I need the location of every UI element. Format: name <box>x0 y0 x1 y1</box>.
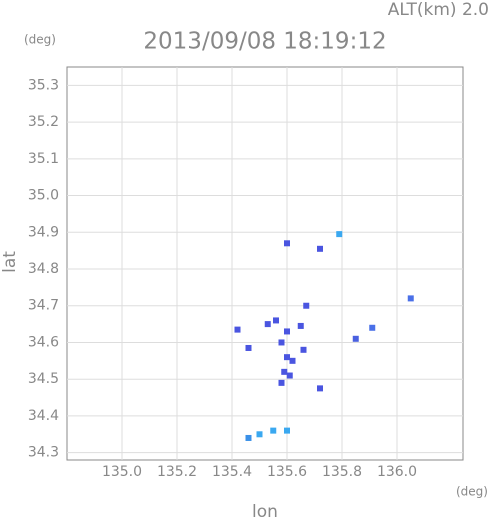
chart-title: 2013/09/08 18:19:12 <box>143 29 386 55</box>
x-tick-label: 135.4 <box>212 464 252 480</box>
subtitle: ALT(km) 2.0 <box>388 0 489 20</box>
x-tick-label: 135.6 <box>267 464 307 480</box>
point <box>281 368 288 375</box>
point <box>303 302 310 309</box>
point <box>317 245 323 252</box>
y-axis-label: lat <box>0 251 20 273</box>
y-tick-label: 35.3 <box>28 77 59 93</box>
point <box>352 335 359 342</box>
point <box>369 324 376 331</box>
y-tick-label: 34.8 <box>28 261 59 277</box>
point <box>300 346 307 353</box>
point <box>317 385 323 392</box>
point <box>264 321 271 328</box>
x-tick-label: 135.8 <box>322 464 362 480</box>
y-tick-label: 34.7 <box>28 298 59 314</box>
x-tick-label: 135.0 <box>102 464 142 480</box>
point <box>336 231 343 238</box>
x-unit: (deg) <box>456 485 488 499</box>
y-tick-label: 35.0 <box>28 188 59 204</box>
point <box>245 344 252 351</box>
y-unit: (deg) <box>24 33 56 47</box>
point <box>278 339 285 346</box>
plot-frame <box>66 66 464 461</box>
point <box>234 326 241 333</box>
point <box>284 328 290 335</box>
point <box>286 372 293 379</box>
y-tick-label: 35.2 <box>28 114 59 130</box>
y-tick-label: 34.9 <box>28 224 59 240</box>
point <box>273 317 279 324</box>
y-tick-label: 34.5 <box>28 371 59 387</box>
point <box>284 427 290 434</box>
y-tick-label: 34.4 <box>28 408 59 424</box>
y-tick-label: 34.6 <box>28 334 59 350</box>
x-axis-label: lon <box>252 502 278 521</box>
point <box>245 434 252 441</box>
point <box>407 295 414 302</box>
point <box>270 427 277 434</box>
point <box>256 431 263 438</box>
y-tick-label: 34.3 <box>28 445 59 461</box>
point <box>278 379 285 386</box>
point <box>289 357 296 364</box>
point <box>284 354 290 361</box>
point <box>297 322 304 329</box>
y-tick-label: 35.1 <box>28 151 59 167</box>
x-tick-label: 136.0 <box>377 464 417 480</box>
x-tick-label: 135.2 <box>157 464 197 480</box>
point <box>284 240 290 247</box>
